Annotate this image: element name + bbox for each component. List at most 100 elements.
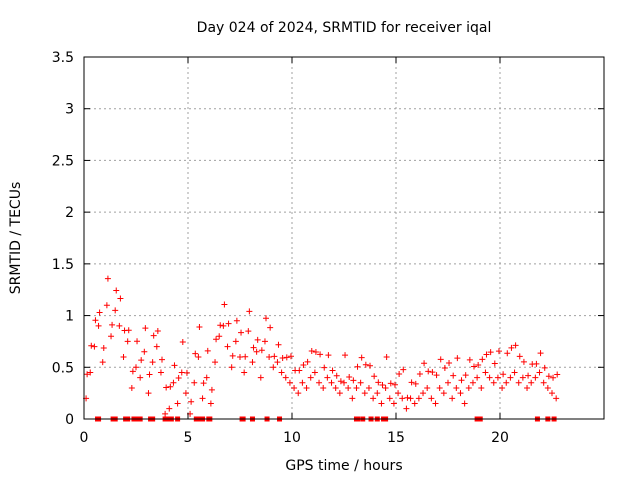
data-point (171, 362, 178, 369)
data-point (225, 320, 232, 327)
data-point (357, 379, 364, 386)
data-point (224, 343, 231, 350)
data-point (403, 405, 410, 412)
data-point (283, 354, 290, 361)
data-point (287, 353, 294, 360)
data-point (145, 390, 152, 397)
data-point (333, 372, 340, 379)
data-point (99, 359, 106, 366)
data-point (508, 344, 515, 351)
data-point (203, 374, 210, 381)
data-point (365, 384, 372, 391)
data-point (457, 390, 464, 397)
data-point (461, 400, 468, 407)
data-point (96, 309, 103, 316)
data-point (519, 374, 526, 381)
data-point (469, 379, 476, 386)
data-point (221, 301, 228, 308)
data-point (154, 328, 161, 335)
data-point (213, 336, 220, 343)
data-point (249, 359, 256, 366)
data-point (554, 371, 561, 378)
data-point (494, 374, 501, 381)
data-point (354, 363, 361, 370)
data-point (286, 379, 293, 386)
data-point (528, 379, 535, 386)
data-point (511, 369, 518, 376)
data-point (424, 384, 431, 391)
data-point (141, 348, 148, 355)
data-point (436, 384, 443, 391)
data-point (100, 344, 107, 351)
data-point (337, 378, 344, 385)
data-point (445, 379, 451, 386)
data-point (495, 348, 502, 355)
data-point (124, 338, 131, 345)
data-point (142, 325, 149, 332)
data-point (375, 379, 382, 386)
y-tick-label: 2 (65, 205, 74, 221)
data-point (378, 400, 385, 407)
data-point (237, 353, 243, 360)
data-point (503, 379, 510, 386)
data-point (487, 349, 494, 356)
data-point (361, 390, 368, 397)
x-axis-label: GPS time / hours (285, 458, 402, 474)
data-point (137, 374, 144, 381)
y-tick-label: 1 (65, 309, 74, 325)
data-point (475, 362, 482, 369)
data-point (159, 356, 165, 363)
y-tick-label: 0.5 (52, 360, 74, 376)
data-point (462, 372, 469, 379)
data-point (540, 379, 547, 386)
data-point (465, 384, 472, 391)
data-point (382, 384, 389, 391)
data-point (296, 367, 303, 374)
grid-lines (84, 57, 604, 419)
data-point (416, 370, 423, 377)
data-point (87, 369, 94, 376)
data-point (483, 351, 490, 358)
data-point (195, 353, 202, 360)
data-point (537, 350, 544, 357)
data-point (175, 374, 182, 381)
data-point (478, 384, 485, 391)
data-point (216, 333, 223, 340)
data-point (432, 400, 439, 407)
data-point (549, 390, 555, 397)
x-tick-label: 0 (80, 430, 89, 446)
chart-title: Day 024 of 2024, SRMTID for receiver iqa… (197, 20, 492, 36)
data-point (228, 364, 235, 371)
data-point (399, 395, 406, 402)
data-point (253, 348, 260, 355)
data-point (450, 372, 457, 379)
data-point (362, 361, 369, 368)
data-point (499, 384, 506, 391)
data-point (191, 379, 198, 386)
data-point (109, 321, 116, 328)
data-point (246, 308, 253, 315)
x-tick-label: 15 (387, 430, 405, 446)
data-point (324, 374, 331, 381)
data-point (425, 368, 432, 375)
data-point (458, 377, 465, 384)
data-point (336, 390, 343, 397)
y-tick-label: 1.5 (52, 257, 74, 273)
data-point (258, 347, 265, 354)
data-point (325, 352, 332, 359)
data-point (312, 349, 319, 356)
data-point (374, 390, 381, 397)
data-point (133, 364, 139, 371)
data-point (371, 373, 378, 380)
data-point (532, 374, 539, 381)
data-point (500, 371, 507, 378)
y-tick-label: 3 (65, 102, 74, 118)
data-point (178, 369, 185, 376)
data-point (304, 358, 311, 365)
y-tick-label: 0 (65, 412, 74, 428)
data-point (112, 307, 119, 314)
data-point (179, 338, 186, 345)
data-point (516, 353, 523, 360)
data-point (267, 324, 274, 331)
data-point (183, 369, 190, 376)
